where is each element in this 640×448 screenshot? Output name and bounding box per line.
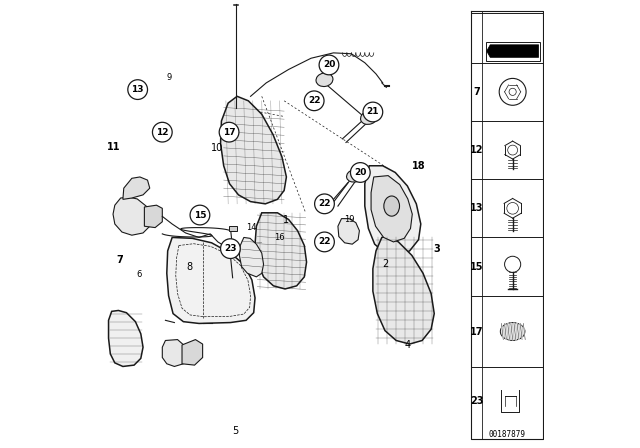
- Polygon shape: [239, 237, 264, 277]
- Polygon shape: [221, 96, 287, 204]
- Ellipse shape: [360, 110, 378, 125]
- Polygon shape: [123, 177, 150, 199]
- Text: 7: 7: [116, 255, 123, 265]
- Text: 21: 21: [367, 108, 379, 116]
- Polygon shape: [113, 197, 150, 235]
- Text: 22: 22: [318, 237, 331, 246]
- Text: 14: 14: [246, 223, 257, 232]
- Text: 22: 22: [308, 96, 321, 105]
- Text: 12: 12: [470, 145, 484, 155]
- Text: 18: 18: [412, 161, 426, 171]
- Circle shape: [190, 205, 210, 225]
- Circle shape: [315, 232, 334, 252]
- Polygon shape: [486, 45, 539, 57]
- Polygon shape: [145, 205, 163, 228]
- Text: 10: 10: [211, 143, 223, 153]
- Text: 15: 15: [194, 211, 206, 220]
- Text: 23: 23: [224, 244, 237, 253]
- Polygon shape: [109, 310, 143, 366]
- Circle shape: [315, 194, 334, 214]
- Polygon shape: [373, 237, 435, 344]
- Text: 15: 15: [470, 262, 484, 271]
- Polygon shape: [365, 166, 421, 256]
- Polygon shape: [182, 340, 203, 365]
- Text: 5: 5: [233, 426, 239, 436]
- Circle shape: [128, 80, 147, 99]
- Text: 11: 11: [107, 142, 121, 152]
- Text: 17: 17: [223, 128, 236, 137]
- Text: 2: 2: [382, 259, 388, 269]
- Ellipse shape: [500, 323, 525, 340]
- Ellipse shape: [384, 196, 399, 216]
- Circle shape: [363, 102, 383, 122]
- Text: 17: 17: [470, 327, 484, 336]
- Circle shape: [319, 55, 339, 75]
- Polygon shape: [371, 176, 412, 242]
- Text: 12: 12: [156, 128, 168, 137]
- Ellipse shape: [316, 73, 333, 86]
- Text: 13: 13: [131, 85, 144, 94]
- Polygon shape: [167, 237, 255, 323]
- Text: 7: 7: [474, 87, 480, 97]
- Text: 19: 19: [344, 215, 355, 224]
- Circle shape: [351, 163, 370, 182]
- Text: 23: 23: [470, 396, 484, 406]
- Circle shape: [304, 91, 324, 111]
- Text: 22: 22: [318, 199, 331, 208]
- Text: 13: 13: [470, 203, 484, 213]
- Text: 00187879: 00187879: [489, 430, 526, 439]
- Text: 16: 16: [275, 233, 285, 242]
- Polygon shape: [163, 340, 186, 366]
- Circle shape: [219, 122, 239, 142]
- Text: 1: 1: [284, 215, 289, 224]
- FancyBboxPatch shape: [228, 226, 237, 231]
- Text: 8: 8: [186, 262, 192, 271]
- Circle shape: [221, 239, 240, 258]
- Text: 3: 3: [433, 244, 440, 254]
- Text: 20: 20: [354, 168, 367, 177]
- Polygon shape: [338, 219, 360, 244]
- Text: 20: 20: [323, 60, 335, 69]
- Circle shape: [152, 122, 172, 142]
- Ellipse shape: [347, 169, 364, 182]
- Polygon shape: [255, 213, 307, 289]
- Text: 4: 4: [404, 340, 410, 350]
- Text: 6: 6: [137, 270, 142, 279]
- Text: 9: 9: [166, 73, 172, 82]
